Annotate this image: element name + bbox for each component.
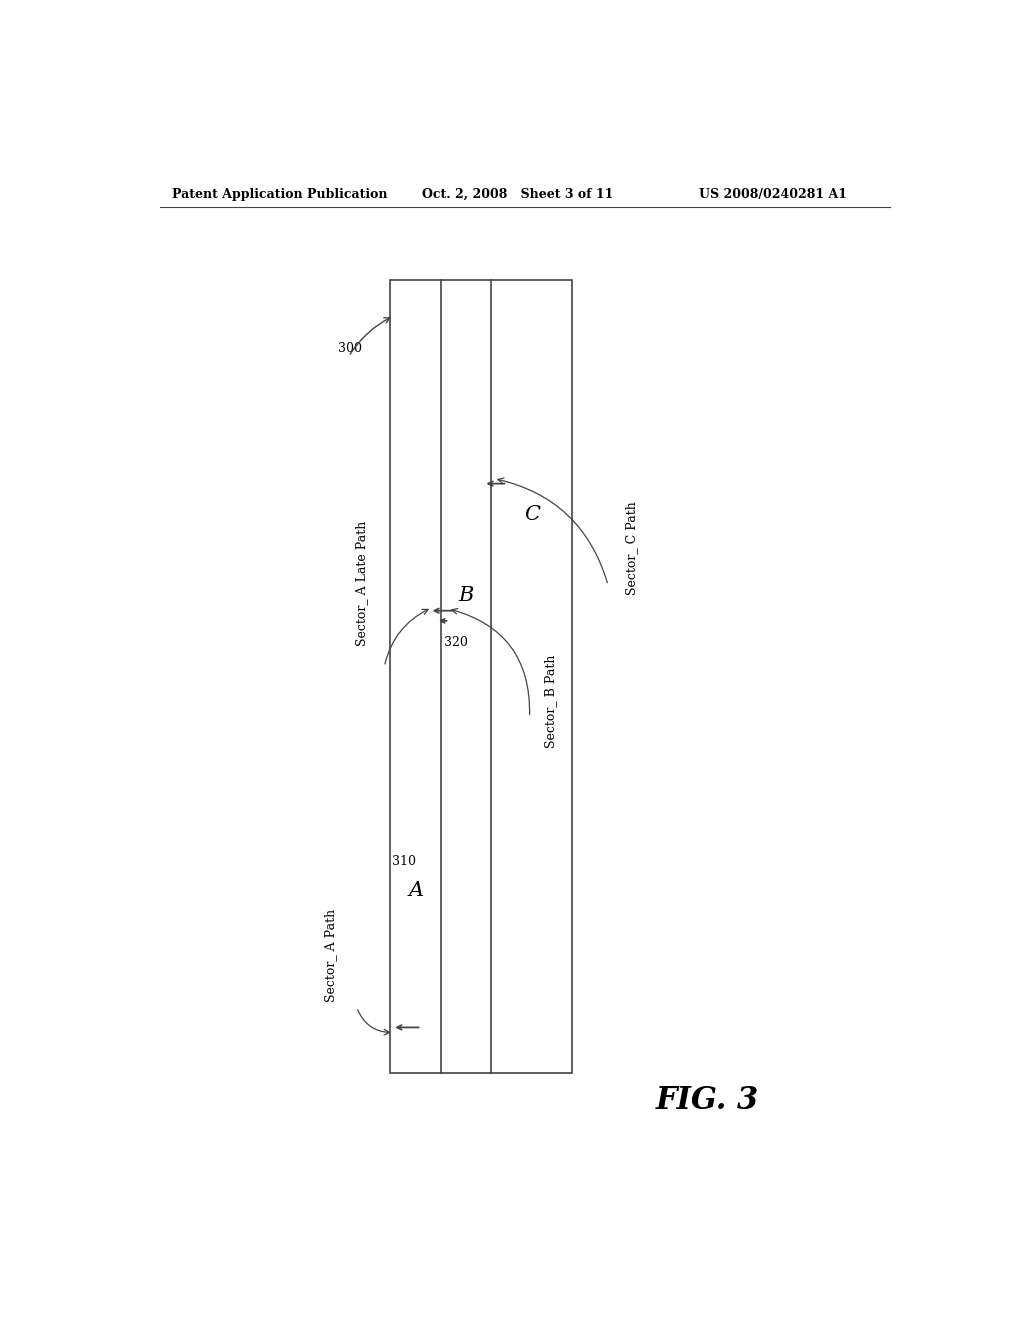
Text: A: A xyxy=(409,880,423,900)
Text: Sector_ B Path: Sector_ B Path xyxy=(545,655,557,748)
Text: US 2008/0240281 A1: US 2008/0240281 A1 xyxy=(699,187,848,201)
Text: Sector_ A Path: Sector_ A Path xyxy=(324,909,337,1002)
Bar xyxy=(390,280,572,1073)
Text: Patent Application Publication: Patent Application Publication xyxy=(172,187,387,201)
Text: 300: 300 xyxy=(338,342,362,355)
Text: Oct. 2, 2008   Sheet 3 of 11: Oct. 2, 2008 Sheet 3 of 11 xyxy=(422,187,613,201)
Text: 320: 320 xyxy=(443,636,468,649)
Text: Sector_ C Path: Sector_ C Path xyxy=(626,502,638,595)
Text: C: C xyxy=(524,504,540,524)
Text: 310: 310 xyxy=(392,855,417,867)
Text: B: B xyxy=(459,586,474,605)
Text: Sector_ A Late Path: Sector_ A Late Path xyxy=(355,521,369,647)
Text: FIG. 3: FIG. 3 xyxy=(655,1085,759,1115)
